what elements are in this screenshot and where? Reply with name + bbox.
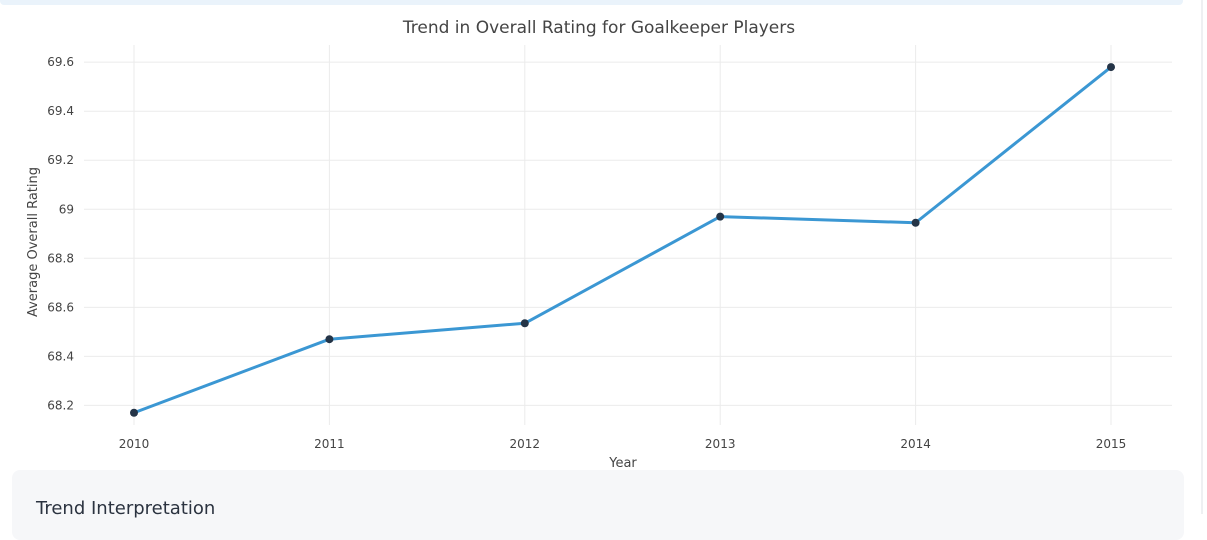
y-tick-label: 69.4	[47, 104, 74, 118]
x-axis-ticks: 2010 2011 2012 2013 2014 2015	[119, 437, 1127, 451]
data-point[interactable]	[130, 408, 138, 417]
data-point[interactable]	[716, 212, 725, 221]
data-point[interactable]	[1107, 63, 1115, 72]
y-tick-label: 68.6	[47, 300, 74, 314]
series-layer	[130, 63, 1115, 417]
y-tick-label: 68.4	[47, 349, 74, 363]
x-tick-label: 2015	[1096, 437, 1127, 451]
data-point[interactable]	[325, 335, 334, 344]
vertical-gridlines	[133, 45, 1112, 425]
x-tick-label: 2013	[705, 437, 736, 451]
horizontal-gridlines	[84, 61, 1172, 406]
x-tick-label: 2014	[900, 437, 931, 451]
x-tick-label: 2012	[510, 437, 541, 451]
x-tick-label: 2010	[119, 437, 150, 451]
chart-panel: Trend in Overall Rating for Goalkeeper P…	[0, 5, 1200, 470]
top-panel-edge	[0, 0, 1183, 5]
data-point[interactable]	[520, 319, 529, 328]
chart-title: Trend in Overall Rating for Goalkeeper P…	[402, 18, 795, 38]
page-scrollbar-track	[1201, 0, 1203, 514]
series-line	[132, 65, 1113, 415]
y-tick-label: 68.8	[47, 251, 74, 265]
y-tick-label: 69	[59, 202, 74, 216]
y-axis-title: Average Overall Rating	[26, 167, 41, 317]
y-tick-label: 69.2	[47, 153, 74, 167]
y-tick-label: 69.6	[47, 55, 74, 69]
x-tick-label: 2011	[314, 437, 345, 451]
x-axis-title: Year	[608, 456, 637, 470]
y-tick-label: 68.2	[47, 398, 74, 412]
interpretation-heading: Trend Interpretation	[36, 498, 216, 519]
interpretation-card: Trend Interpretation	[12, 470, 1184, 540]
data-point[interactable]	[911, 218, 920, 227]
line-chart: Trend in Overall Rating for Goalkeeper P…	[26, 18, 1172, 470]
y-axis-ticks: 68.2 68.4 68.6 68.8 69 69.2 69.4 69.6	[47, 55, 74, 412]
